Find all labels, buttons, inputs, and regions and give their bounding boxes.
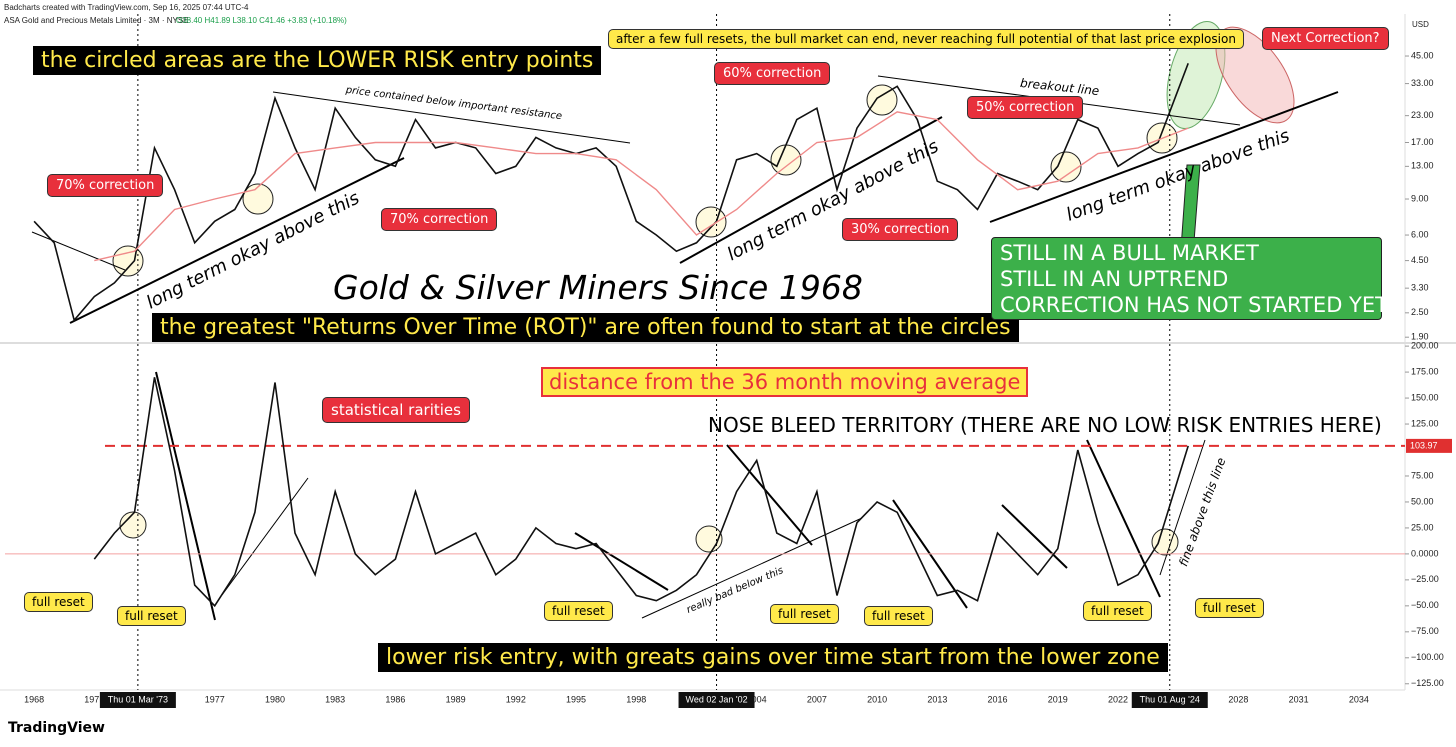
crosshair-label: Wed 02 Jan '02 [685, 694, 747, 704]
annotation: after a few full resets, the bull market… [608, 29, 1244, 49]
y-tick-label: 6.00 [1411, 229, 1429, 239]
bull-line: CORRECTION HAS NOT STARTED YET [1000, 293, 1388, 317]
reset: full reset [1195, 598, 1264, 618]
crosshair-label: Thu 01 Aug '24 [1140, 694, 1200, 704]
reset: full reset [1083, 601, 1152, 621]
x-tick-label: 2031 [1289, 694, 1309, 704]
y-tick-label: 1.90 [1411, 332, 1429, 342]
x-tick-label: 2004 [747, 694, 767, 704]
y-tick-label: 13.00 [1411, 161, 1434, 171]
y-tick-label: 125.00 [1411, 418, 1439, 428]
y-tick-label: 50.00 [1411, 496, 1434, 506]
y-tick-label: 200.00 [1411, 340, 1439, 350]
y-tick-label: 2.50 [1411, 307, 1429, 317]
panel-title: distance from the 36 month moving averag… [541, 367, 1029, 397]
reset: full reset [864, 606, 933, 626]
currency: USD [1412, 20, 1429, 29]
x-tick-label: 2019 [1048, 694, 1068, 704]
annotation: 70% correction [47, 174, 164, 197]
annotation: statistical rarities [322, 397, 470, 423]
crosshair-box [678, 692, 755, 708]
trend-lines [31, 75, 1339, 621]
y-tick-label: 0.0000 [1411, 548, 1439, 558]
crosshair-label: Thu 01 Mar '73 [108, 694, 168, 704]
y-tick-label: −100.00 [1411, 652, 1444, 662]
x-tick-label: 2034 [1349, 694, 1369, 704]
annotation: 60% correction [714, 62, 831, 85]
crosshair-box [1131, 692, 1208, 708]
x-tick-label: 2007 [807, 694, 827, 704]
y-tick-label: 17.00 [1411, 137, 1434, 147]
bull-box: STILL IN A BULL MARKET STILL IN AN UPTRE… [991, 237, 1388, 320]
y-tick-label: 75.00 [1411, 470, 1434, 480]
x-tick-label: 1992 [506, 694, 526, 704]
ohlc: O38.40 H41.89 L38.10 C41.46 +3.83 (+10.1… [176, 16, 347, 25]
x-tick-label: 1968 [24, 694, 44, 704]
y-tick-label: −75.00 [1411, 626, 1439, 636]
series-line [94, 111, 1189, 262]
series-line [93, 377, 1189, 608]
x-tick-label: 2028 [1228, 694, 1248, 704]
bull-line: STILL IN AN UPTREND [1000, 267, 1229, 291]
y-tick-label: 23.00 [1411, 110, 1434, 120]
reset: full reset [24, 592, 93, 612]
crosshair-box [99, 692, 176, 708]
x-tick-label: 1983 [325, 694, 345, 704]
y-tick-label: 175.00 [1411, 366, 1439, 376]
symbol: ASA Gold and Precious Metals Limited · 3… [4, 16, 189, 25]
x-tick-label: 2016 [988, 694, 1008, 704]
reset: full reset [117, 606, 186, 626]
x-tick-label: 1977 [205, 694, 225, 704]
y-tick-label: 9.00 [1411, 193, 1429, 203]
reset: full reset [544, 601, 613, 621]
y-tick-label: 3.30 [1411, 283, 1429, 293]
y-tick-label: −125.00 [1411, 678, 1444, 688]
y-tick-label: 25.00 [1411, 522, 1434, 532]
annotation: 50% correction [967, 96, 1084, 119]
annotation: 30% correction [842, 218, 959, 241]
x-tick-label: 1980 [265, 694, 285, 704]
y-tick-label: 33.00 [1411, 78, 1434, 88]
last-value-label: 103.97 [1410, 440, 1438, 450]
x-tick-label: 1989 [446, 694, 466, 704]
y-tick-label: 45.00 [1411, 50, 1434, 60]
x-tick-label: 2022 [1108, 694, 1128, 704]
annotation: the circled areas are the LOWER RISK ent… [33, 46, 602, 75]
chart-title: Gold & Silver Miners Since 1968 [333, 268, 863, 307]
reset: full reset [770, 604, 839, 624]
x-tick-label: 2013 [927, 694, 947, 704]
y-tick-label: 150.00 [1411, 392, 1439, 402]
annotation: the greatest "Returns Over Time (ROT)" a… [152, 313, 1019, 342]
brand: TradingView [8, 720, 105, 736]
y-tick-label: −25.00 [1411, 574, 1439, 584]
bull-line: STILL IN A BULL MARKET [1000, 241, 1259, 265]
last-value-box [1406, 438, 1452, 453]
x-tick-label: 1995 [566, 694, 586, 704]
x-tick-label: 2010 [867, 694, 887, 704]
x-tick-label: 1971 [84, 694, 104, 704]
y-tick-label: −50.00 [1411, 600, 1439, 610]
y-tick-label: 4.50 [1411, 255, 1429, 265]
annotation: NOSE BLEED TERRITORY (THERE ARE NO LOW R… [708, 413, 1382, 437]
credit: Badcharts created with TradingView.com, … [4, 3, 249, 12]
series-line [33, 63, 1189, 322]
x-tick-label: 1986 [385, 694, 405, 704]
x-tick-label: 1998 [626, 694, 646, 704]
annotation: 70% correction [381, 208, 498, 231]
annotation: lower risk entry, with greats gains over… [378, 643, 1168, 672]
annotation: Next Correction? [1262, 27, 1389, 50]
